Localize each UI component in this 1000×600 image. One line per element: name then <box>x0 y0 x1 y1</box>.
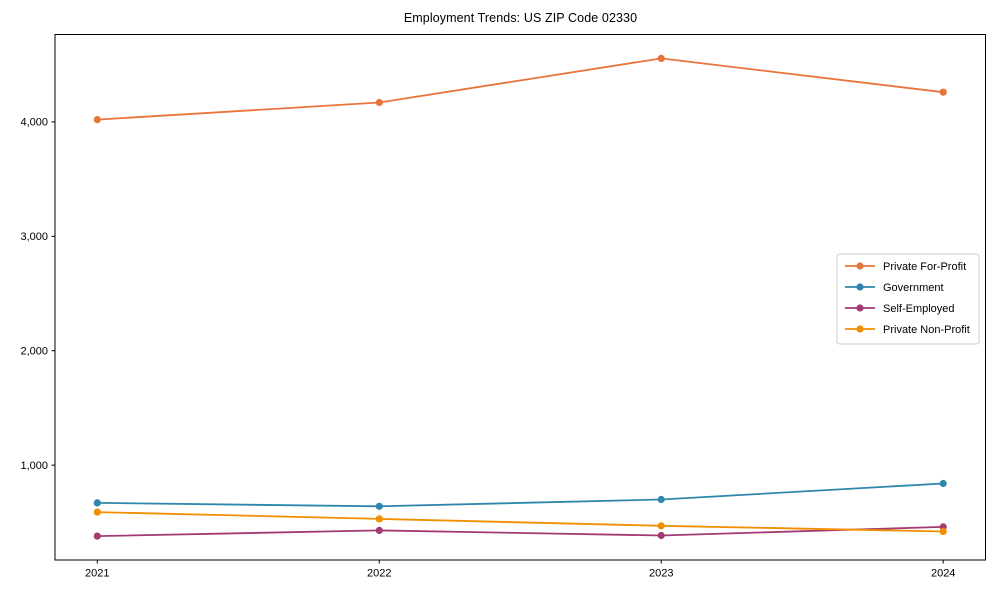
data-point-marker <box>939 88 947 96</box>
legend-item: Government <box>845 282 944 294</box>
data-point-marker <box>657 54 665 63</box>
y-tick-label: 1,000 <box>20 460 48 472</box>
legend-label: Private For-Profit <box>883 261 966 273</box>
x-tick-label: 2023 <box>649 568 673 580</box>
y-tick-label: 2,000 <box>20 346 48 358</box>
series-line <box>97 511 944 533</box>
x-tick-label: 2022 <box>367 568 391 580</box>
data-point-marker <box>939 479 947 488</box>
data-point-marker <box>93 508 101 516</box>
x-tick-label: 2021 <box>85 568 109 580</box>
legend-label: Self-Employed <box>883 303 955 315</box>
data-point-marker <box>375 526 383 535</box>
legend-item: Private For-Profit <box>845 261 966 273</box>
legend-marker-dot <box>856 325 864 333</box>
plot-area <box>54 34 986 561</box>
legend-label: Government <box>883 282 944 294</box>
legend-item: Self-Employed <box>845 303 955 315</box>
data-point-marker <box>657 531 665 540</box>
legend-label: Private Non-Profit <box>883 324 970 336</box>
data-point-marker <box>657 495 665 504</box>
series-line <box>97 482 944 508</box>
legend-marker-dot <box>856 283 864 291</box>
legend-marker-dot <box>856 304 864 312</box>
y-tick-label: 3,000 <box>20 231 48 243</box>
data-point-marker <box>93 116 101 124</box>
data-point-marker <box>93 499 101 507</box>
data-point-marker <box>375 502 383 510</box>
legend-marker-dot <box>856 262 864 270</box>
y-tick-label: 4,000 <box>20 117 48 129</box>
legend-item: Private Non-Profit <box>845 324 970 336</box>
data-point-marker <box>375 515 383 523</box>
legend-box <box>836 253 980 345</box>
x-tick-label: 2024 <box>931 568 955 580</box>
series-line <box>97 57 944 121</box>
data-point-marker <box>939 527 947 536</box>
chart-title: Employment Trends: US ZIP Code 02330 <box>403 11 638 25</box>
data-point-marker <box>93 532 101 540</box>
data-point-marker <box>657 522 665 530</box>
data-point-marker <box>375 98 383 107</box>
legend: Private For-Profit Government Self-Employe… <box>836 253 980 345</box>
series-line <box>97 526 944 537</box>
